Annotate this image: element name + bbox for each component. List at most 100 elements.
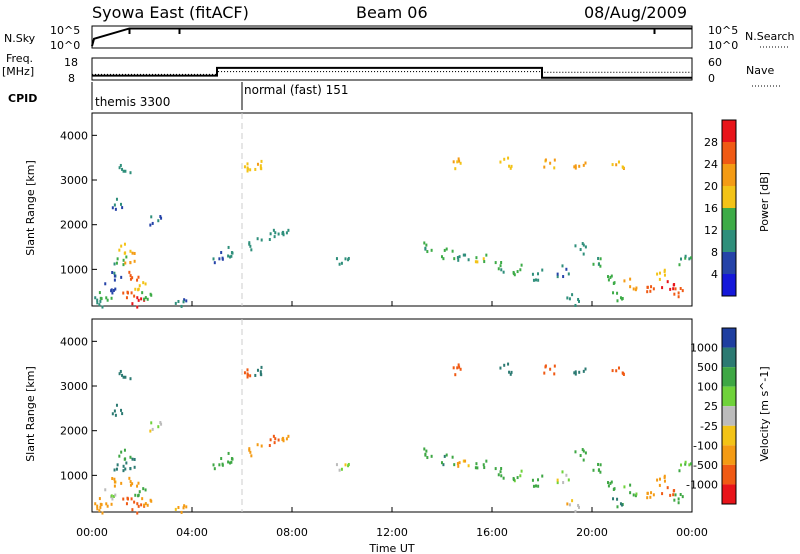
heatmap-cell	[607, 278, 610, 282]
heatmap-cell	[430, 454, 433, 458]
heatmap-cell	[574, 303, 577, 307]
heatmap-cell	[616, 497, 619, 501]
heatmap-cell	[221, 257, 224, 261]
heatmap-cell	[622, 372, 625, 376]
heatmap-cell	[122, 464, 125, 468]
heatmap-cell	[423, 447, 426, 451]
heatmap-cell	[475, 462, 478, 466]
heatmap-cell	[149, 498, 152, 502]
nsky-series	[91, 27, 692, 47]
heatmap-cell	[459, 161, 462, 165]
heatmap-cell	[160, 216, 163, 220]
heatmap-cell	[500, 268, 503, 272]
heatmap-cell	[129, 377, 132, 381]
heatmap-cell	[282, 439, 285, 443]
y-tick-label: 2000	[60, 219, 88, 232]
heatmap-cell	[458, 461, 461, 465]
nsky-tick-top: 10^5	[50, 24, 80, 37]
colorbar-frame	[721, 119, 737, 297]
heatmap-cell	[182, 300, 185, 304]
heatmap-cell	[230, 254, 233, 258]
heatmap-cell	[440, 255, 443, 259]
heatmap-cell	[122, 291, 125, 295]
heatmap-cell	[606, 275, 609, 279]
heatmap-cell	[129, 467, 132, 471]
heatmap-cell	[96, 298, 99, 302]
heatmap-cell	[634, 288, 637, 292]
heatmap-cell	[656, 478, 659, 482]
nave-tick-top: 60	[708, 56, 722, 69]
nsky-label: N.Sky	[4, 32, 36, 45]
heatmap-cell	[96, 507, 99, 511]
heatmap-cell	[574, 370, 577, 374]
heatmap-cell	[121, 206, 124, 210]
heatmap-cell	[126, 290, 129, 294]
heatmap-cell	[482, 463, 485, 467]
heatmap-cell	[133, 500, 136, 504]
heatmap-cell	[115, 403, 118, 407]
heatmap-cell	[646, 285, 649, 289]
heatmap-cell	[649, 289, 652, 293]
heatmap-cell	[681, 495, 684, 499]
heatmap-cell	[136, 305, 139, 309]
heatmap-cell	[114, 413, 117, 417]
heatmap-cell	[616, 505, 619, 509]
heatmap-cell	[678, 469, 681, 473]
heatmap-cell	[347, 258, 350, 262]
nsky-tick-bottom: 10^0	[50, 39, 80, 52]
velocity-heatmap	[94, 362, 692, 515]
heatmap-cell	[629, 285, 632, 289]
heatmap-cell	[137, 481, 140, 485]
heatmap-cell	[174, 507, 177, 511]
heatmap-cell	[661, 492, 664, 496]
heatmap-cell	[574, 372, 577, 376]
heatmap-cell	[646, 491, 649, 495]
heatmap-cell	[681, 289, 684, 293]
heatmap-cell	[118, 248, 121, 252]
heatmap-cell	[137, 494, 140, 498]
heatmap-cell	[227, 451, 230, 455]
heatmap-cell	[99, 299, 102, 303]
heatmap-cell	[143, 503, 146, 507]
heatmap-cell	[467, 258, 470, 262]
heatmap-cell	[582, 252, 585, 256]
heatmap-cell	[101, 511, 104, 515]
heatmap-cell	[456, 462, 459, 466]
heatmap-cell	[111, 271, 114, 275]
heatmap-cell	[425, 243, 428, 247]
heatmap-cell	[458, 255, 461, 259]
heatmap-cell	[120, 202, 123, 206]
heatmap-cell	[149, 292, 152, 296]
heatmap-cell	[573, 371, 576, 375]
heatmap-cell	[494, 261, 497, 265]
heatmap-cell	[231, 457, 234, 461]
heatmap-cell	[98, 303, 101, 307]
heatmap-cell	[110, 288, 113, 292]
heatmap-cell	[185, 299, 188, 303]
heatmap-cell	[445, 247, 448, 251]
heatmap-cell	[114, 493, 117, 497]
heatmap-cell	[509, 372, 512, 376]
heatmap-cell	[129, 261, 132, 265]
heatmap-cell	[677, 295, 680, 299]
heatmap-cell	[656, 272, 659, 276]
heatmap-cell	[678, 263, 681, 267]
heatmap-cell	[556, 272, 559, 276]
heatmap-cell	[553, 158, 556, 162]
heatmap-cell	[113, 409, 116, 413]
heatmap-cell	[561, 470, 564, 474]
heatmap-cell	[579, 248, 582, 252]
heatmap-cell	[452, 160, 455, 164]
heatmap-cell	[100, 503, 103, 507]
heatmap-cell	[679, 493, 682, 497]
heatmap-cell	[451, 455, 454, 459]
heatmap-cell	[456, 160, 459, 164]
heatmap-cell	[112, 494, 115, 498]
heatmap-cell	[650, 491, 653, 495]
heatmap-cell	[599, 470, 602, 474]
heatmap-cell	[130, 291, 133, 295]
heatmap-cell	[611, 369, 614, 373]
heatmap-cell	[113, 203, 116, 207]
heatmap-cell	[582, 369, 585, 373]
y-tick-label: 3000	[60, 380, 88, 393]
